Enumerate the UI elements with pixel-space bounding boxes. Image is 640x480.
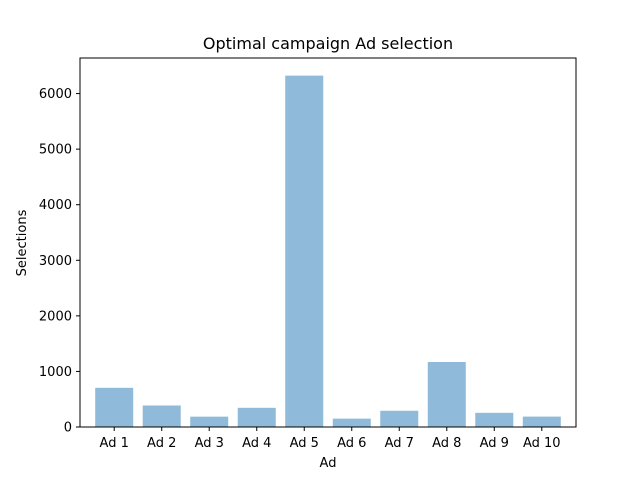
x-tick-label: Ad 4 <box>242 436 271 451</box>
y-tick-label: 6000 <box>39 87 72 102</box>
chart-title: Optimal campaign Ad selection <box>203 34 453 53</box>
y-tick-label: 1000 <box>39 365 72 380</box>
y-tick-label: 2000 <box>39 309 72 324</box>
x-tick-label: Ad 6 <box>337 436 366 451</box>
y-axis-ticks: 0 1000 2000 3000 4000 5000 6000 <box>39 87 80 436</box>
bar-1 <box>95 387 134 427</box>
bar-6 <box>332 418 371 427</box>
bars-group <box>95 75 561 428</box>
y-tick-label: 0 <box>64 421 72 436</box>
y-tick-label: 3000 <box>39 254 72 269</box>
x-tick-label: Ad 2 <box>147 436 176 451</box>
x-tick-label: Ad 9 <box>480 436 509 451</box>
x-tick-label: Ad 7 <box>385 436 414 451</box>
plot-frame <box>79 57 577 428</box>
bar-8 <box>427 361 466 427</box>
x-tick-label: Ad 10 <box>523 436 561 451</box>
x-axis-label: Ad <box>320 456 337 471</box>
x-tick-label: Ad 3 <box>195 436 224 451</box>
bar-7 <box>380 410 419 427</box>
y-tick-label: 5000 <box>39 143 72 158</box>
bar-2 <box>142 405 181 427</box>
y-axis-label: Selections <box>15 209 30 276</box>
bar-9 <box>475 412 514 427</box>
y-tick-label: 4000 <box>39 198 72 213</box>
bar-4 <box>237 407 276 427</box>
x-tick-label: Ad 1 <box>100 436 129 451</box>
x-tick-label: Ad 5 <box>290 436 319 451</box>
x-tick-label: Ad 8 <box>432 436 461 451</box>
bar-5 <box>285 75 324 428</box>
x-axis-ticks: Ad 1 Ad 2 Ad 3 Ad 4 Ad 5 Ad 6 Ad 7 Ad 8 Ad 9 Ad 1… <box>100 427 561 451</box>
bar-10 <box>522 416 561 427</box>
bar-3 <box>190 416 229 427</box>
